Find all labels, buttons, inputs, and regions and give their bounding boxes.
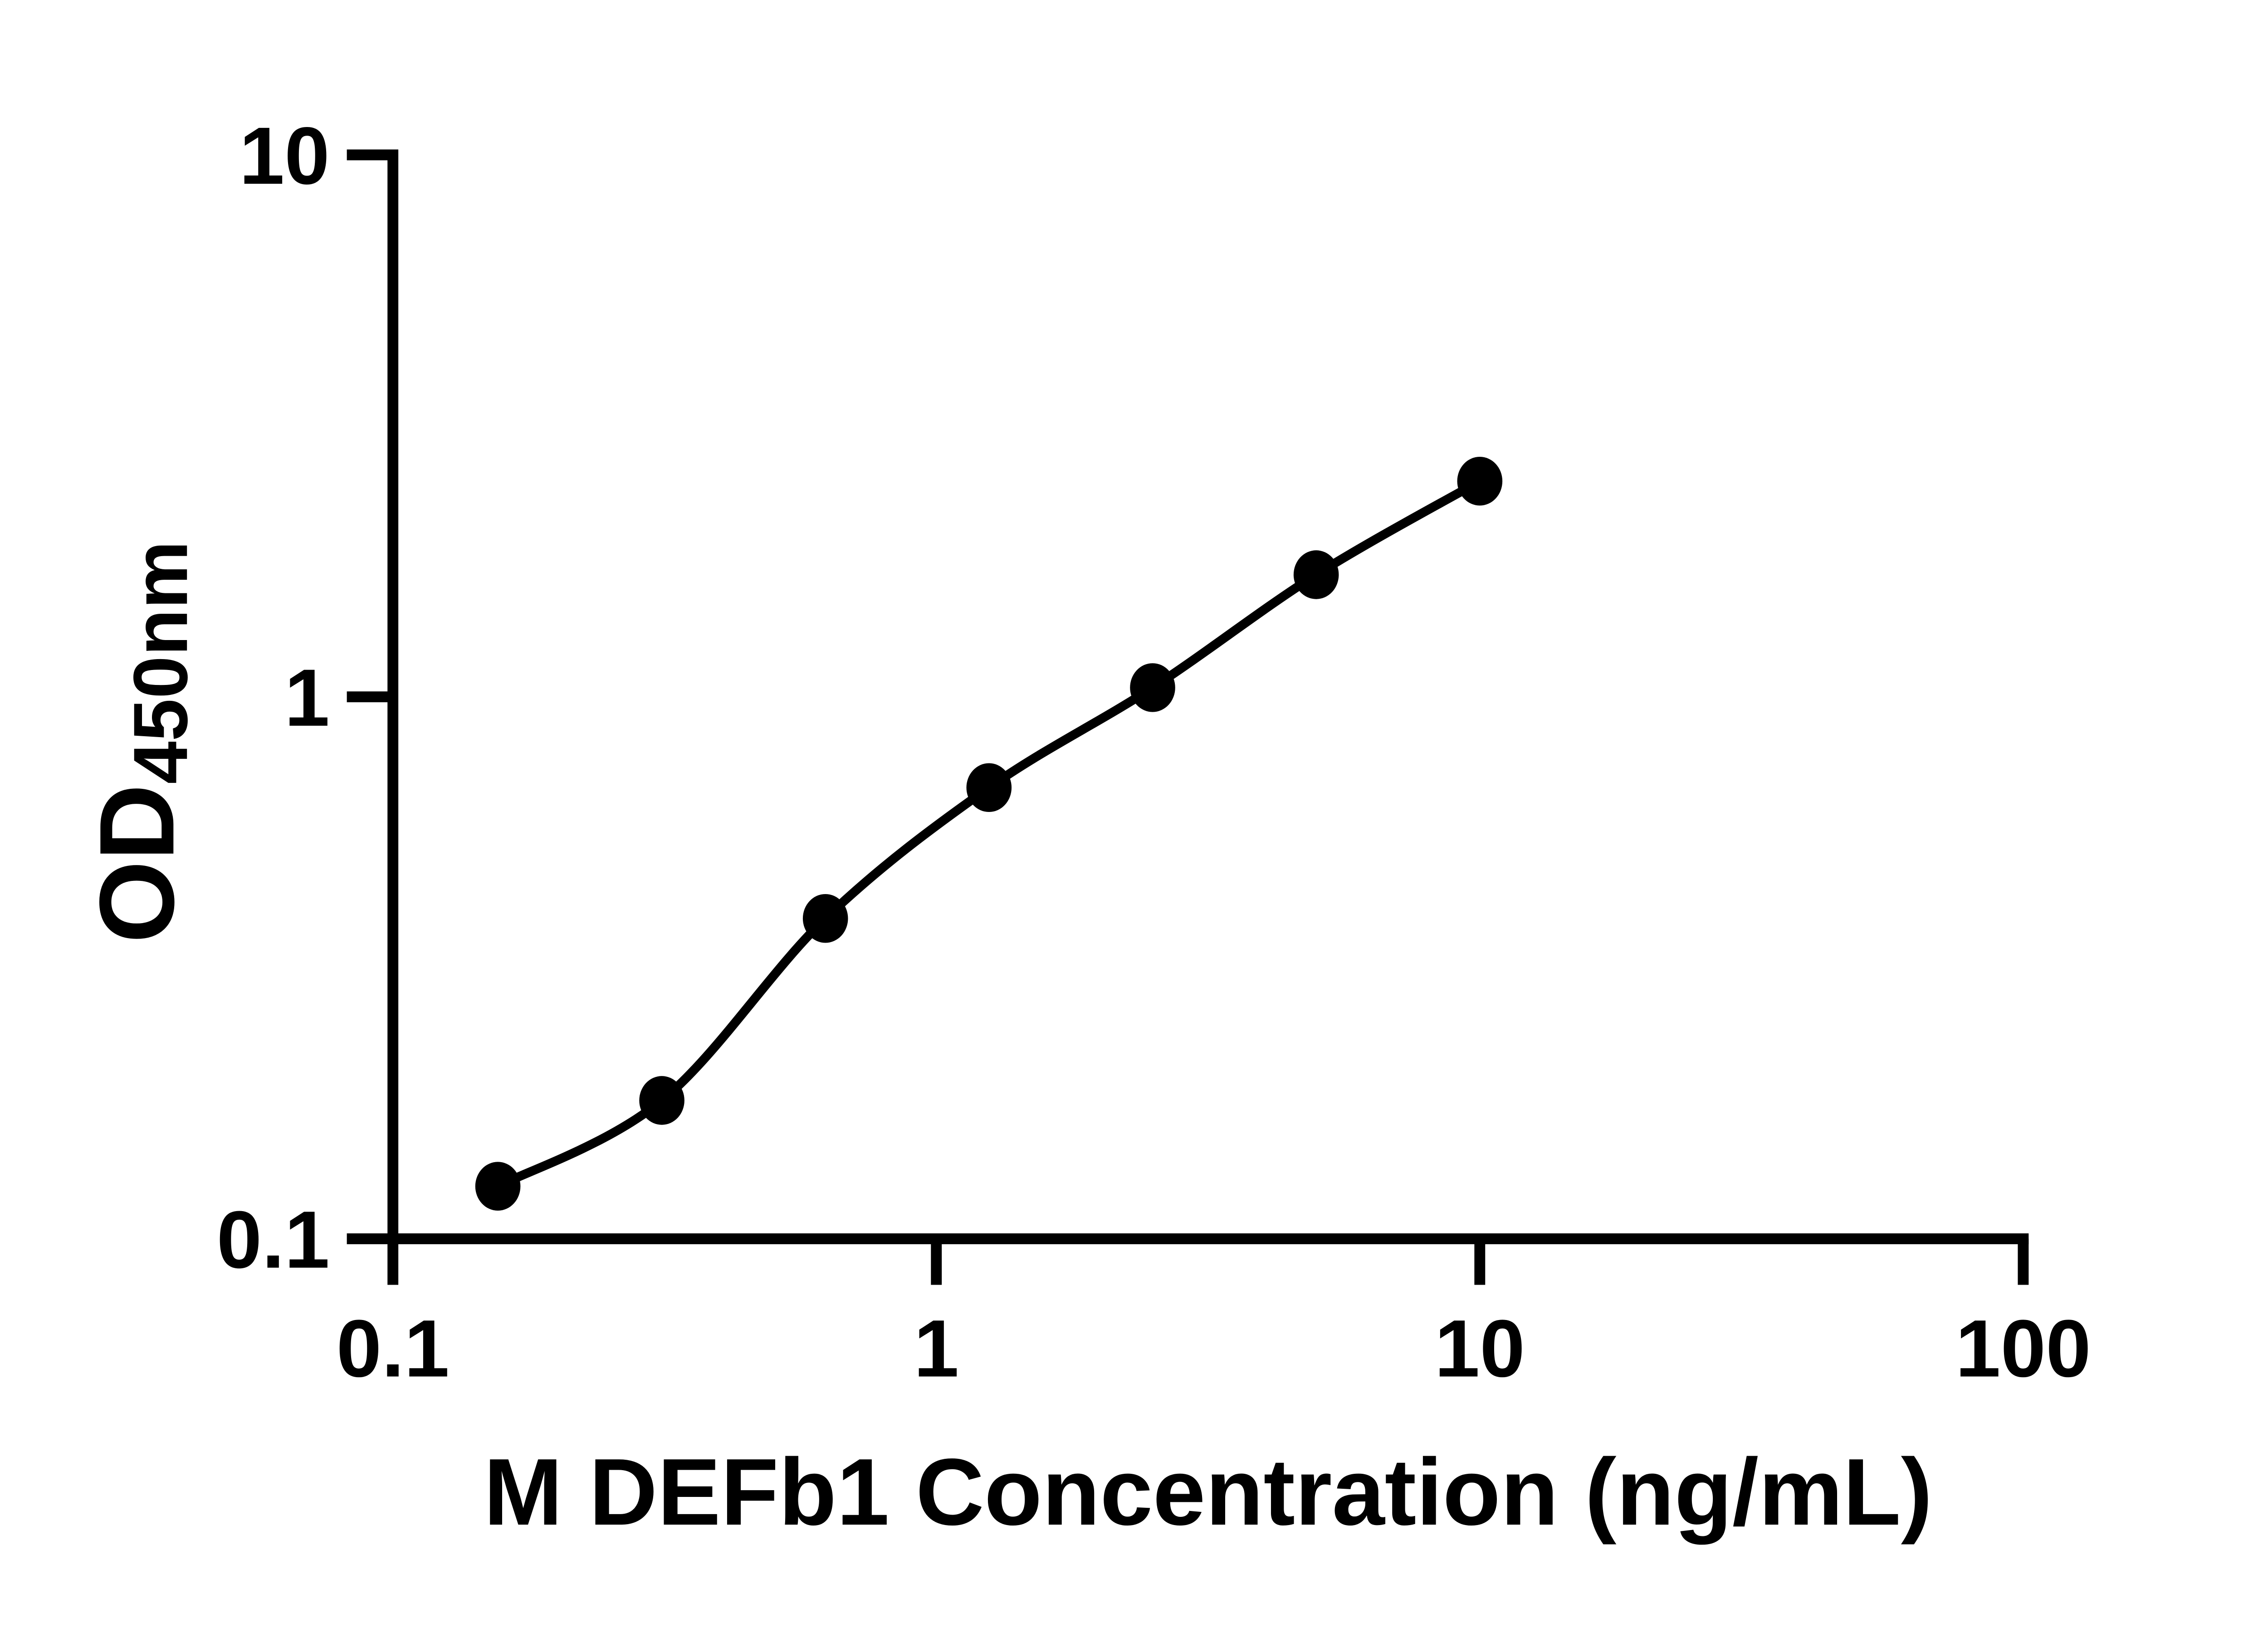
x-tick-label: 100 xyxy=(1955,1303,2091,1394)
data-point-marker xyxy=(966,763,1012,812)
y-tick-label: 0.1 xyxy=(217,1194,330,1285)
data-point-marker xyxy=(639,1076,684,1125)
y-axis-title-subscript: 450nm xyxy=(117,541,203,784)
data-point-marker xyxy=(1130,663,1175,712)
data-point-marker xyxy=(1457,456,1503,506)
plot-area: 0.1 1 10 100 10 1 0.1 xyxy=(217,110,2091,1393)
data-point-marker xyxy=(475,1162,521,1211)
x-axis-title: M DEFb1 Concentration (ng/mL) xyxy=(484,1439,1932,1545)
data-point-marker xyxy=(1293,550,1339,599)
data-point-marker xyxy=(802,894,848,943)
x-tick-label: 10 xyxy=(1435,1303,1525,1394)
y-tick-label: 1 xyxy=(284,652,330,743)
y-axis-title: OD450nm xyxy=(77,541,203,943)
x-tick-label: 1 xyxy=(914,1303,959,1394)
x-tick-label: 0.1 xyxy=(337,1303,450,1394)
y-tick-label: 10 xyxy=(239,110,329,201)
y-axis-title-main: OD xyxy=(77,784,196,943)
